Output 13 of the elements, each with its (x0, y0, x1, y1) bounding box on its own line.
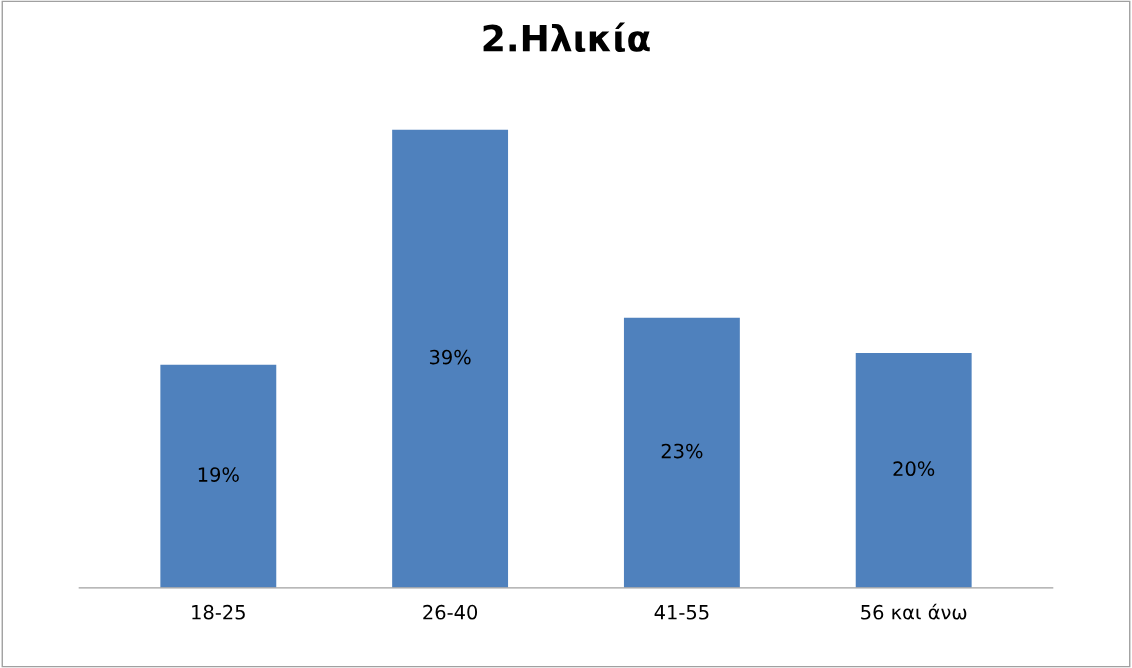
chart-title: 2.Ηλικία (483, 22, 650, 53)
bar (623, 317, 740, 588)
x-tick-label: 26-40 (423, 604, 478, 620)
data-label: 39% (429, 349, 471, 365)
bar (392, 129, 509, 588)
x-tick-label: 18-25 (192, 604, 245, 620)
bar (855, 352, 972, 588)
bar (160, 364, 277, 588)
x-tick-label: 56 και άνω (861, 603, 967, 620)
data-label: 19% (198, 467, 239, 482)
data-label: 23% (661, 443, 703, 459)
data-label: 20% (893, 461, 935, 477)
x-tick-label: 41-55 (654, 605, 709, 620)
